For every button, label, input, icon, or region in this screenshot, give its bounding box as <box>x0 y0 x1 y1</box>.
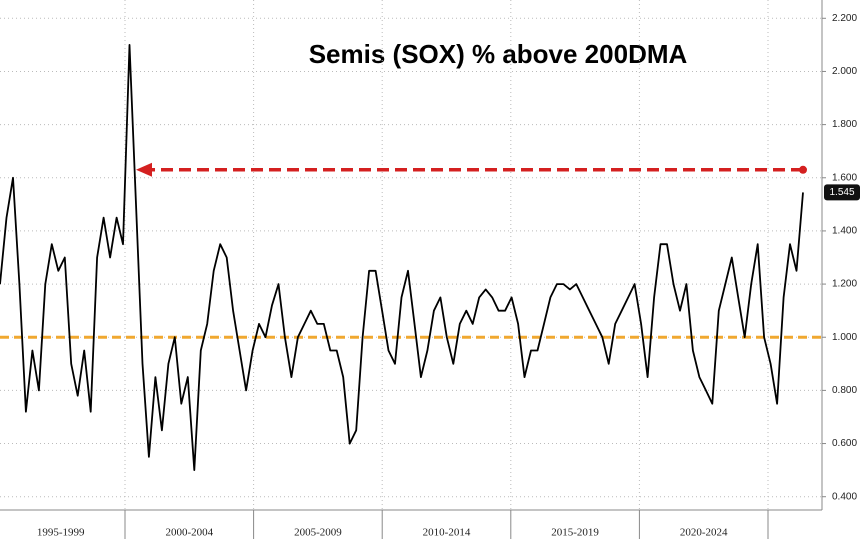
y-tick-label: 0.400 <box>832 491 857 502</box>
period-label: 2010-2014 <box>423 527 471 539</box>
y-tick-label: 1.800 <box>832 119 857 130</box>
y-tick-label: 0.800 <box>832 385 857 396</box>
value-label: 1.545 <box>829 187 854 198</box>
y-tick-label: 0.600 <box>832 438 857 449</box>
y-tick-label: 1.000 <box>832 332 857 343</box>
period-label: 2005-2009 <box>294 527 342 539</box>
period-label: 2020-2024 <box>680 527 728 539</box>
period-label: 2000-2004 <box>165 527 213 539</box>
data-line <box>0 44 804 471</box>
y-tick-label: 1.600 <box>832 172 857 183</box>
arrow-head <box>136 162 152 177</box>
arrow-dot <box>799 165 807 174</box>
y-tick-label: 2.200 <box>832 13 857 24</box>
period-label: 1995-1999 <box>37 527 85 539</box>
y-tick-label: 2.000 <box>832 66 857 77</box>
y-tick-label: 1.200 <box>832 279 857 290</box>
y-tick-label: 1.400 <box>832 226 857 237</box>
period-label: 2015-2019 <box>551 527 599 539</box>
chart-title: Semis (SOX) % above 200DMA <box>309 39 688 69</box>
value-label-box <box>824 184 860 201</box>
